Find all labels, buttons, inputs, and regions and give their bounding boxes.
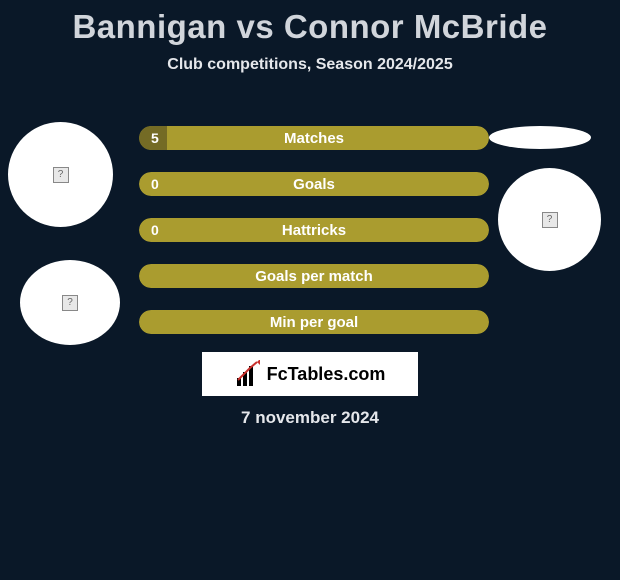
player-badge-oval <box>489 126 591 149</box>
stat-value-left: 5 <box>151 126 159 150</box>
stat-bar: Min per goal <box>139 310 489 334</box>
stat-bar: Goals0 <box>139 172 489 196</box>
stat-value-left: 0 <box>151 218 159 242</box>
branding-text: FcTables.com <box>267 364 386 385</box>
stat-bar: Goals per match <box>139 264 489 288</box>
stat-value-left: 0 <box>151 172 159 196</box>
page-subtitle: Club competitions, Season 2024/2025 <box>0 56 620 74</box>
stat-bar: Matches5 <box>139 126 489 150</box>
chart-logo-icon <box>235 360 263 388</box>
player-avatar-left-top: ? <box>8 122 113 227</box>
stats-container: Matches5Goals0Hattricks0Goals per matchM… <box>139 126 489 356</box>
branding-badge: FcTables.com <box>202 352 418 396</box>
player-avatar-left-bottom: ? <box>20 260 120 345</box>
stat-label: Goals per match <box>139 264 489 288</box>
date-label: 7 november 2024 <box>0 408 620 428</box>
stat-label: Goals <box>139 172 489 196</box>
placeholder-icon: ? <box>542 212 558 228</box>
placeholder-icon: ? <box>62 295 78 311</box>
stat-bar: Hattricks0 <box>139 218 489 242</box>
stat-label: Hattricks <box>139 218 489 242</box>
page-title: Bannigan vs Connor McBride <box>0 0 620 46</box>
player-avatar-right-big: ? <box>498 168 601 271</box>
stat-label: Matches <box>139 126 489 150</box>
placeholder-icon: ? <box>53 167 69 183</box>
stat-label: Min per goal <box>139 310 489 334</box>
